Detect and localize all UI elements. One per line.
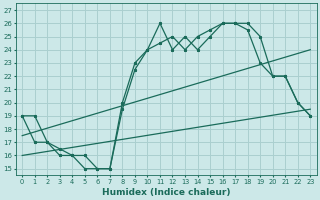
X-axis label: Humidex (Indice chaleur): Humidex (Indice chaleur) <box>102 188 230 197</box>
